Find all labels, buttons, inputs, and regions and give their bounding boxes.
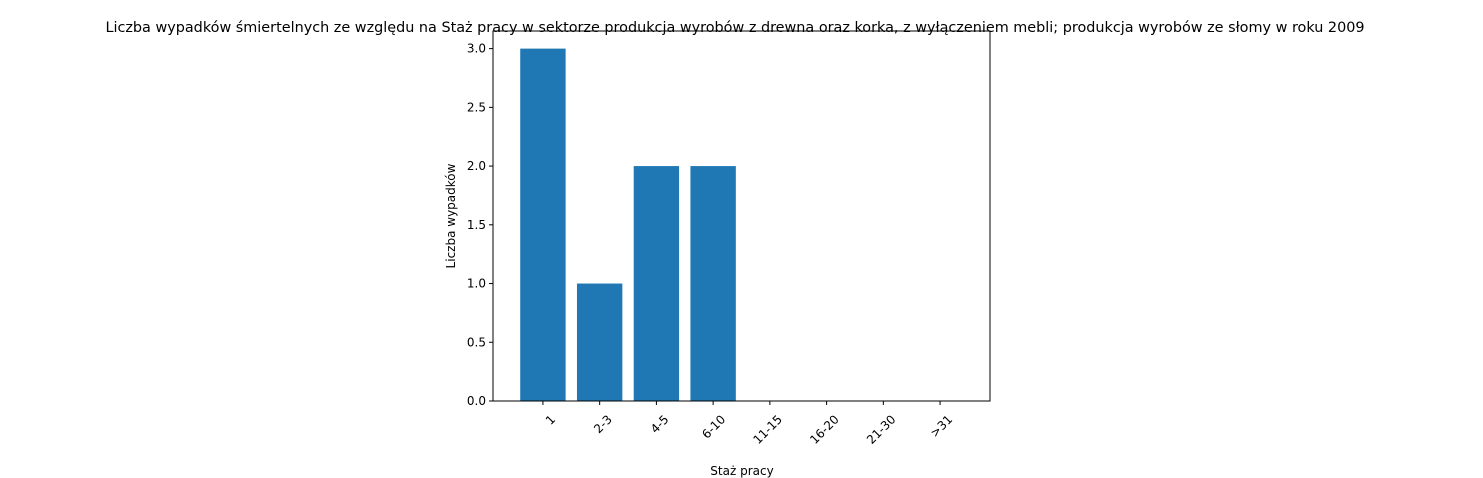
axes-frame <box>492 30 991 402</box>
bar-4-5 <box>633 166 680 401</box>
x-tick-label: 21-30 <box>864 412 899 447</box>
y-tick-label: 1.0 <box>467 277 486 291</box>
x-tick-label: 1 <box>543 412 558 427</box>
y-tick-label: 2.5 <box>467 100 486 114</box>
chart-title: Liczba wypadków śmiertelnych ze względu … <box>105 20 1364 36</box>
y-tick-label: 0.5 <box>467 335 486 349</box>
y-axis-label: Liczba wypadków <box>444 163 458 268</box>
y-tick-label: 3.0 <box>467 42 486 56</box>
x-tick-label: 6-10 <box>699 412 728 441</box>
bar-6-10 <box>690 166 736 401</box>
x-tick-label: >31 <box>927 412 955 440</box>
x-tick-label: 11-15 <box>751 412 786 447</box>
x-axis-label: Staż pracy <box>710 464 773 478</box>
bar-2-3 <box>576 283 623 401</box>
y-tick-label: 0.0 <box>467 394 486 408</box>
x-tick-label: 16-20 <box>807 412 842 447</box>
y-tick-label: 2.0 <box>467 159 486 173</box>
plot-area: 0.0 0.5 1.0 1.5 2.0 2.5 3.0 1 2-3 4-5 6-10 11-15 16-… <box>467 30 991 447</box>
x-tick-label: 2-3 <box>591 412 615 436</box>
y-tick-label: 1.5 <box>467 218 486 232</box>
bar-1 <box>520 48 566 401</box>
x-tick-label: 4-5 <box>648 412 672 436</box>
